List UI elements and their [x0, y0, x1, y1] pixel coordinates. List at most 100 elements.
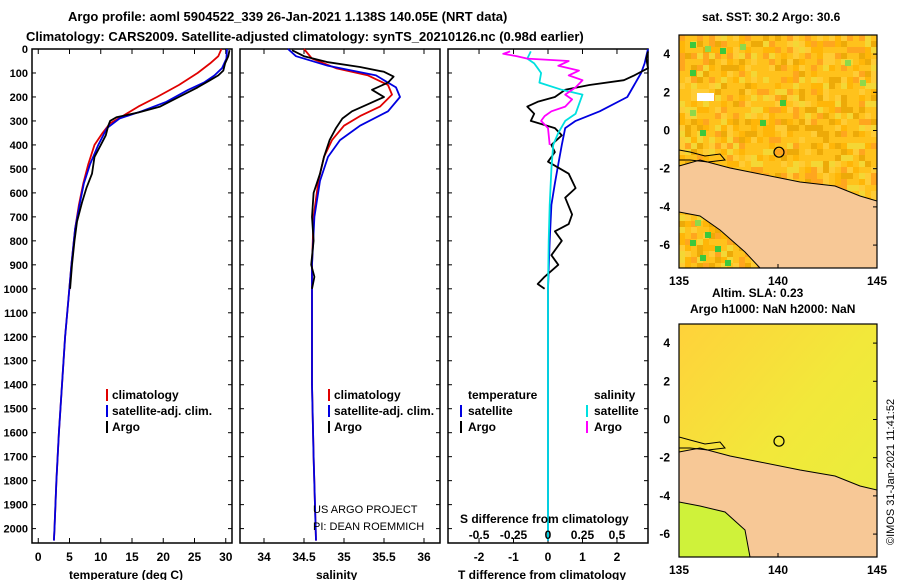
sst-cell: [769, 137, 775, 143]
sst-cell: [817, 77, 823, 83]
sst-cell: [835, 95, 841, 101]
depth-tick-label: 1800: [4, 476, 28, 488]
sst-cell: [715, 107, 721, 113]
sst-cell: [733, 137, 739, 143]
sst-cell: [745, 83, 751, 89]
sst-cell: [877, 245, 883, 251]
sst-cell: [703, 269, 709, 275]
sst-cell: [787, 173, 793, 179]
sst-cell: [805, 125, 811, 131]
sst-cell: [859, 179, 865, 185]
sst-cell: [847, 161, 853, 167]
sst-cell: [769, 125, 775, 131]
sst-cell: [775, 35, 781, 41]
sst-cell: [793, 161, 799, 167]
sst-cell: [823, 143, 829, 149]
sst-cell: [829, 77, 835, 83]
sst-cell: [865, 41, 871, 47]
sst-cell: [799, 95, 805, 101]
sst-cell: [865, 173, 871, 179]
sst-cell: [829, 161, 835, 167]
sst-cell: [871, 95, 877, 101]
s-difference-tick-label: -0.5: [469, 528, 490, 542]
sst-cell: [859, 35, 865, 41]
sst-cell: [871, 173, 877, 179]
sst-cell: [733, 155, 739, 161]
series-line-argo: [69, 50, 231, 289]
sst-cell: [835, 77, 841, 83]
sst-cell: [793, 113, 799, 119]
sst-cell: [703, 65, 709, 71]
depth-tick-label: 2000: [4, 524, 28, 536]
sst-cell: [877, 113, 883, 119]
sst-cell: [697, 35, 703, 41]
sst-cell: [709, 53, 715, 59]
sst-cell: [793, 101, 799, 107]
sst-cell: [751, 53, 757, 59]
sst-cell: [709, 263, 715, 268]
series-line-argo: [291, 49, 395, 289]
sst-cell: [829, 65, 835, 71]
sst-cell: [745, 35, 751, 41]
sst-cell: [703, 245, 709, 251]
sst-cell: [835, 41, 841, 47]
sst-cell: [865, 35, 871, 41]
sst-cell: [709, 47, 715, 53]
map-lat-label: 0: [663, 412, 670, 426]
sst-cell: [811, 83, 817, 89]
sst-cell: [691, 119, 697, 125]
sst-cell: [823, 41, 829, 47]
sst-cell: [823, 101, 829, 107]
sla-land-new-guinea: [679, 447, 877, 557]
x-tick-label: 1: [579, 550, 586, 564]
sst-cell: [685, 131, 691, 137]
sst-cell: [697, 125, 703, 131]
map-lat-label: -2: [659, 162, 670, 176]
sst-cell: [793, 173, 799, 179]
sst-cell: [715, 269, 721, 275]
sst-cell: [727, 161, 733, 167]
sst-cell: [763, 89, 769, 95]
sst-cell: [847, 167, 853, 173]
sst-cell: [745, 131, 751, 137]
sst-cell: [817, 179, 823, 185]
x-tick-label: 0: [35, 550, 42, 564]
sst-cell: [691, 257, 697, 263]
sst-cell: [727, 125, 733, 131]
sst-cell: [745, 53, 751, 59]
sst-cell: [859, 89, 865, 95]
sst-cell: [835, 131, 841, 137]
sst-cell: [685, 137, 691, 143]
sst-cell: [769, 113, 775, 119]
sst-cell: [697, 143, 703, 149]
sst-cell: [709, 65, 715, 71]
sst-cell: [853, 47, 859, 53]
sst-cell: [805, 53, 811, 59]
sst-cell: [859, 155, 865, 161]
sst-cell: [697, 263, 703, 268]
sst-cell: [703, 263, 709, 268]
sst-cell: [757, 89, 763, 95]
sst-cell: [763, 95, 769, 101]
sst-cell: [679, 65, 685, 71]
sst-cell: [697, 41, 703, 47]
sst-cell: [799, 137, 805, 143]
sst-cell: [799, 71, 805, 77]
sst-cell: [679, 119, 685, 125]
sst-cell: [787, 149, 793, 155]
sst-cell: [739, 77, 745, 83]
sst-cell: [739, 101, 745, 107]
sst-cell-cool: [690, 70, 696, 76]
sst-cell: [721, 41, 727, 47]
sst-cell: [703, 71, 709, 77]
sst-cell: [727, 143, 733, 149]
sst-cell: [823, 89, 829, 95]
sst-cell-cool: [690, 240, 696, 246]
sst-cell-cool: [700, 255, 706, 261]
sst-cell: [709, 35, 715, 41]
sst-cell: [721, 113, 727, 119]
sst-cell: [853, 71, 859, 77]
sst-cell: [751, 77, 757, 83]
sst-cell: [697, 251, 703, 257]
sst-cell: [781, 77, 787, 83]
